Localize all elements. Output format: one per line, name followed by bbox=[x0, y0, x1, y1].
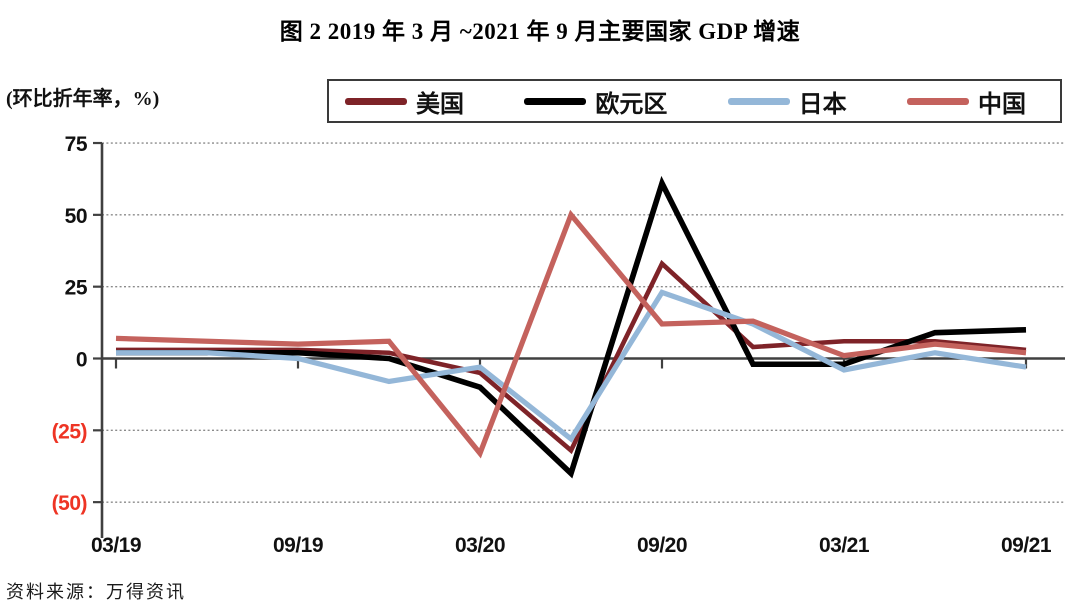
x-tick-label: 03/19 bbox=[91, 534, 141, 557]
figure-title: 图 2 2019 年 3 月 ~2021 年 9 月主要国家 GDP 增速 bbox=[279, 19, 801, 44]
legend-item-2: 日本 bbox=[727, 84, 847, 119]
legend-item-0: 美国 bbox=[345, 84, 464, 119]
legend-line-swatch-icon bbox=[906, 97, 969, 105]
legend-item-3: 中国 bbox=[906, 84, 1026, 119]
series-line-3 bbox=[115, 209, 1027, 459]
source-note: 资料来源：万得资讯 bbox=[6, 582, 186, 602]
x-tick-label: 03/20 bbox=[455, 534, 505, 557]
legend-label: 中国 bbox=[977, 91, 1026, 118]
y-tick-label: (25) bbox=[52, 420, 87, 443]
legend-line-swatch-icon bbox=[345, 97, 407, 105]
x-tick-label: 09/19 bbox=[273, 534, 323, 557]
y-tick-label: 50 bbox=[65, 205, 87, 228]
legend-line-swatch-icon bbox=[727, 97, 790, 105]
x-tick-label: 09/20 bbox=[637, 534, 687, 557]
legend-label: 日本 bbox=[798, 91, 847, 118]
series-line-0 bbox=[116, 259, 1027, 455]
y-tick-label: 75 bbox=[65, 133, 88, 156]
legend-line-swatch-icon bbox=[524, 97, 587, 105]
x-tick-label: 09/21 bbox=[1001, 534, 1052, 557]
y-tick-label: 0 bbox=[76, 349, 87, 372]
legend-label: 美国 bbox=[416, 91, 464, 118]
legend: 美国 欧元区 日本 中国 bbox=[327, 79, 1062, 123]
y-axis-unit-label: (环比折年率，%) bbox=[6, 88, 160, 110]
y-tick-label: (50) bbox=[52, 492, 87, 515]
series-line-2 bbox=[116, 289, 1027, 443]
legend-label: 欧元区 bbox=[595, 91, 668, 118]
x-tick-label: 03/21 bbox=[819, 534, 870, 557]
legend-item-1: 欧元区 bbox=[524, 84, 667, 119]
y-tick-label: 25 bbox=[65, 277, 88, 300]
